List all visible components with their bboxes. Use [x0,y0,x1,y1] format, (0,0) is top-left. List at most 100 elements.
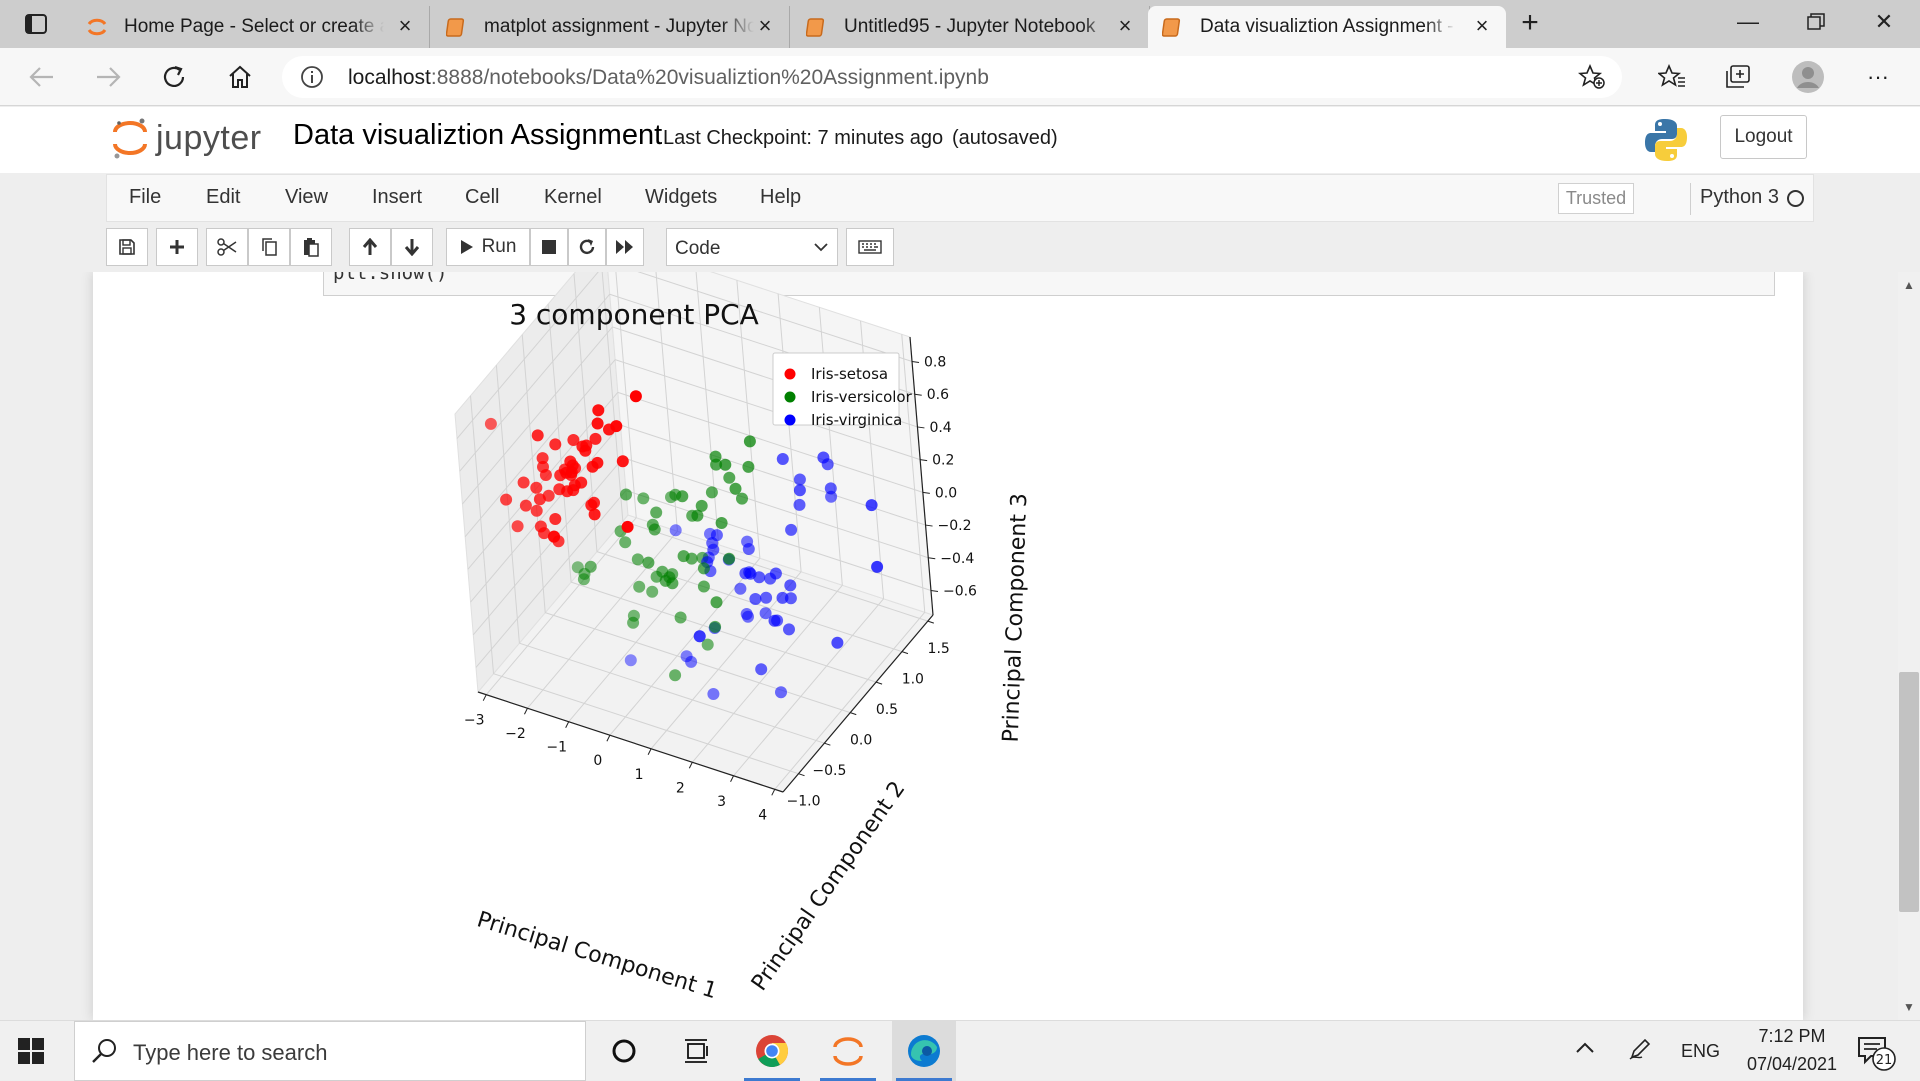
minimize-icon[interactable]: — [1737,9,1759,34]
chevron-up-icon[interactable] [1574,1037,1596,1059]
chrome-icon[interactable] [740,1021,804,1081]
menu-edit[interactable]: Edit [206,186,241,208]
url-bar[interactable]: localhost:8888/notebooks/Data%20visualiz… [282,56,1622,98]
menu-view[interactable]: View [285,186,328,208]
scroll-up-icon[interactable]: ▲ [1903,278,1915,292]
kernel-name[interactable]: Python 3 [1700,186,1779,208]
close-icon[interactable]: × [398,13,412,38]
data-point-iris-setosa [533,493,546,506]
scissors-icon [217,238,237,256]
notification-icon[interactable]: 21 [1857,1035,1897,1071]
jupyter-logo[interactable]: jupyter [112,116,262,160]
data-point-iris-setosa [567,434,580,446]
taskbar-search-input[interactable]: Type here to search [74,1021,586,1081]
clock-time[interactable]: 7:12 PM [1758,1026,1826,1046]
menu-insert[interactable]: Insert [372,186,423,208]
menu-widgets[interactable]: Widgets [645,186,718,208]
cortana-icon[interactable] [592,1021,656,1081]
data-point-iris-setosa [500,493,513,506]
back-arrow-icon[interactable] [22,59,62,95]
move-up-button[interactable] [349,228,391,266]
refresh-icon[interactable] [154,59,194,95]
data-point-iris-versicolor [666,577,679,590]
z-tick [917,426,925,429]
data-point-iris-virginica [825,490,838,503]
data-point-iris-versicolor [691,509,704,522]
cut-button[interactable] [206,228,248,266]
add-favorite-icon[interactable] [1578,64,1606,90]
restart-run-all-button[interactable] [606,228,644,266]
data-point-iris-setosa [575,476,588,489]
info-icon[interactable] [300,65,324,89]
url-text[interactable]: localhost:8888/notebooks/Data%20visualiz… [348,66,989,90]
save-icon [119,239,135,255]
scroll-down-icon[interactable]: ▼ [1903,1000,1915,1014]
clock-date[interactable]: 07/04/2021 [1746,1054,1838,1074]
edge-icon[interactable] [892,1021,956,1081]
forward-arrow-icon[interactable] [88,59,128,95]
new-tab-button[interactable]: + [1521,6,1539,39]
home-icon[interactable] [220,59,260,95]
gridline [774,611,926,790]
close-icon[interactable]: × [1475,13,1489,38]
trusted-indicator[interactable]: Trusted [1558,183,1634,214]
browser-tab-untitled95[interactable]: Untitled95 - Jupyter Notebook × [792,6,1150,48]
insert-cell-button[interactable] [156,228,198,266]
task-view-icon[interactable] [664,1021,728,1081]
pen-icon[interactable] [1628,1037,1652,1061]
data-point-iris-virginica [793,498,806,511]
close-icon[interactable]: × [1118,13,1132,38]
browser-tab-matplot[interactable]: matplot assignment - Jupyter Notebook × [432,6,790,48]
checkpoint-status: Last Checkpoint: 7 minutes ago [663,127,944,149]
close-icon[interactable]: × [758,13,772,38]
gridline [519,642,825,744]
gridline [617,391,924,493]
data-point-iris-versicolor [584,560,597,573]
menu-help[interactable]: Help [760,186,802,208]
run-button[interactable]: Run [446,228,530,266]
more-options-icon[interactable]: ··· [1867,64,1889,89]
favorites-icon[interactable] [1652,59,1692,95]
z-tick [925,524,933,527]
y-tick-label: 1.0 [902,672,924,688]
copy-button[interactable] [248,228,290,266]
x-tick [771,789,776,796]
browser-tab-home[interactable]: Home Page - Select or create a notebook … [72,6,430,48]
chart-panes [454,272,934,793]
cell-type-select[interactable]: Code [666,228,838,266]
notebook-title[interactable]: Data visualiztion Assignment [293,119,663,151]
move-down-button[interactable] [391,228,433,266]
command-palette-button[interactable] [846,228,894,266]
menu-file[interactable]: File [129,186,162,208]
z-axis-label: Principal Component 3 [999,493,1033,743]
x-tick-label: 2 [676,780,685,796]
y-tick-label: 1.5 [928,641,950,657]
collections-icon[interactable] [1718,59,1758,95]
tab-actions-icon[interactable] [14,10,58,38]
notebook-icon [446,18,465,37]
menu-kernel[interactable]: Kernel [544,186,602,208]
language-indicator[interactable]: ENG [1681,1041,1721,1061]
gridline [601,272,624,522]
interrupt-button[interactable] [530,228,568,266]
data-point-iris-virginica [740,608,753,620]
profile-avatar[interactable] [1788,59,1828,95]
jupyter-app-icon[interactable] [816,1021,880,1081]
menu-cell[interactable]: Cell [465,186,500,208]
data-point-iris-versicolor [619,536,632,549]
restart-button[interactable] [568,228,606,266]
scrollbar-thumb[interactable] [1899,672,1919,912]
close-window-icon[interactable]: ✕ [1874,9,1894,34]
data-point-iris-versicolor [709,450,722,463]
gridline [625,489,932,591]
save-button[interactable] [106,228,148,266]
data-point-iris-virginica [824,482,837,495]
data-point-iris-setosa [530,481,543,494]
paste-button[interactable] [290,228,332,266]
browser-tab-data-visualization[interactable]: Data visualiztion Assignment - Jupyter N… [1148,6,1506,48]
chevron-down-icon [814,243,828,252]
data-point-iris-virginica [768,614,781,627]
windows-start-icon[interactable] [18,1038,44,1064]
restore-icon[interactable] [1784,0,1848,44]
logout-button[interactable]: Logout [1720,115,1807,159]
